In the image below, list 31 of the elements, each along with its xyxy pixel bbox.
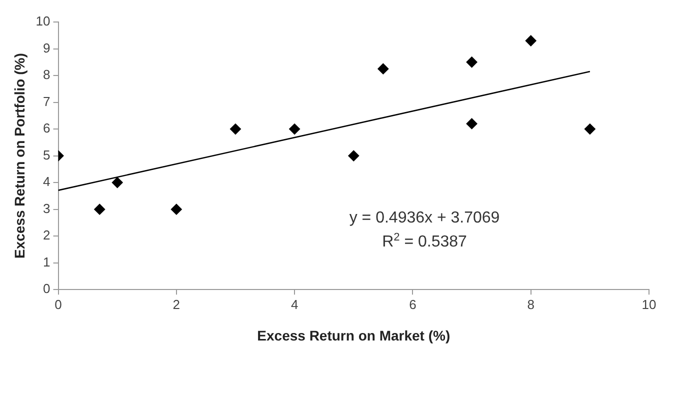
point [230,124,241,135]
x-tick-label: 10 [642,296,656,312]
x-axis-title: Excess Return on Market (%) [257,327,450,344]
point [466,118,478,130]
x-tick-label: 0 [54,296,62,312]
y-tick-label: 6 [43,120,50,136]
point [466,56,478,68]
point [289,124,300,135]
point [378,63,389,74]
point [348,150,360,162]
x-tick-label: 6 [409,296,416,312]
annotation: y = 0.4936x + 3.7069 [349,210,500,227]
x-tick-label: 4 [290,296,298,312]
y-tick-label: 7 [43,94,50,109]
y-tick-label: 5 [43,147,50,162]
point [525,35,536,46]
point [112,177,123,188]
point [94,204,106,215]
y-tick-label: 8 [43,67,50,82]
y-tick-label: 1 [43,254,50,270]
y-tick-label: 4 [43,174,50,190]
y-tick-label: 2 [43,228,50,243]
y-tick-label: 10 [36,14,50,29]
y-tick-label: 9 [43,40,50,56]
y-axis-title: Excess Return on Portfolio (%) [11,53,28,258]
point [170,204,182,215]
y-tick-label: 0 [43,281,50,296]
x-tick-label: 8 [527,296,534,312]
x-tick-label: 2 [172,296,180,312]
point [584,124,596,135]
y-tick-label: 3 [43,200,50,216]
